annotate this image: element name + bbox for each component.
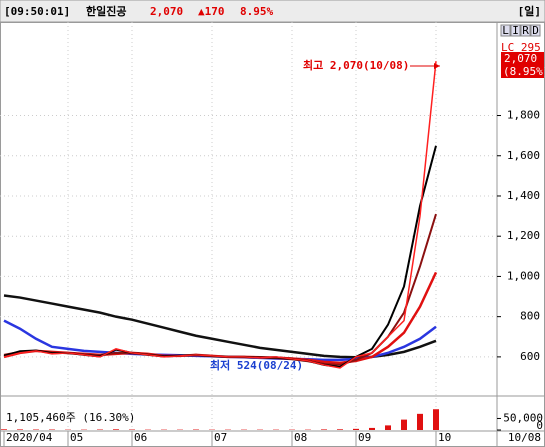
y-tick-label: 1,200 bbox=[507, 229, 540, 242]
side-button-label: R bbox=[522, 24, 529, 37]
side-button-label: D bbox=[532, 24, 539, 37]
ma-line bbox=[3, 213, 437, 366]
end-date: 10/08 bbox=[508, 431, 541, 444]
price: 2,070 bbox=[150, 5, 183, 18]
x-tick-label: 05 bbox=[70, 431, 83, 444]
volume-bar bbox=[1, 429, 7, 430]
frame bbox=[0, 22, 545, 447]
volume-bar bbox=[17, 429, 23, 430]
high-annotation: 최고 2,070(10/08) bbox=[303, 58, 409, 72]
y-tick-label: 600 bbox=[520, 350, 540, 363]
volume-bar bbox=[353, 428, 359, 430]
y-tick-label: 1,800 bbox=[507, 109, 540, 122]
ma-line bbox=[3, 61, 437, 369]
volume-bar bbox=[417, 413, 423, 430]
volume-bar bbox=[321, 429, 327, 430]
ma-line bbox=[3, 145, 437, 368]
rate: 8.95% bbox=[240, 5, 273, 18]
lc-label: LC 295 bbox=[501, 41, 541, 54]
y-tick-label: 1,600 bbox=[507, 149, 540, 162]
high-arrow-head bbox=[434, 63, 440, 69]
side-button[interactable] bbox=[510, 24, 521, 37]
volume-bar bbox=[337, 429, 343, 430]
x-tick-label: 2020/04 bbox=[6, 431, 53, 444]
volume-tick-label: 0 bbox=[536, 419, 543, 432]
x-tick-label: 10 bbox=[438, 431, 451, 444]
side-button[interactable] bbox=[530, 24, 541, 37]
volume-bar bbox=[401, 419, 407, 430]
volume-bar bbox=[369, 427, 375, 430]
side-button[interactable] bbox=[520, 24, 531, 37]
x-tick-label: 07 bbox=[214, 431, 227, 444]
volume-bar bbox=[113, 429, 119, 430]
price-tag bbox=[501, 52, 544, 78]
volume-bar bbox=[433, 409, 439, 430]
volume-title: 1,105,460주 (16.30%) bbox=[6, 411, 135, 424]
volume-tick-label: 50,000 bbox=[503, 411, 543, 424]
period[interactable]: [일] bbox=[518, 4, 541, 18]
change: ▲170 bbox=[198, 5, 225, 18]
y-tick-label: 1,400 bbox=[507, 189, 540, 202]
y-tick-label: 1,000 bbox=[507, 269, 540, 282]
x-tick-label: 09 bbox=[358, 431, 371, 444]
stock-name: 한일진공 bbox=[86, 4, 126, 18]
x-tick-label: 08 bbox=[294, 431, 307, 444]
low-annotation: 최저 524(08/24) bbox=[210, 358, 303, 372]
volume-bar bbox=[385, 425, 391, 430]
x-tick-label: 06 bbox=[134, 431, 147, 444]
rate-tag-text: (8.95%) bbox=[503, 65, 545, 78]
side-button-label: L bbox=[502, 24, 509, 37]
side-button[interactable] bbox=[500, 24, 511, 37]
price-tag-text: 2,070 bbox=[504, 52, 537, 65]
y-tick-label: 800 bbox=[520, 310, 540, 323]
time: [09:50:01] bbox=[4, 5, 70, 18]
side-button-label: I bbox=[512, 24, 519, 37]
